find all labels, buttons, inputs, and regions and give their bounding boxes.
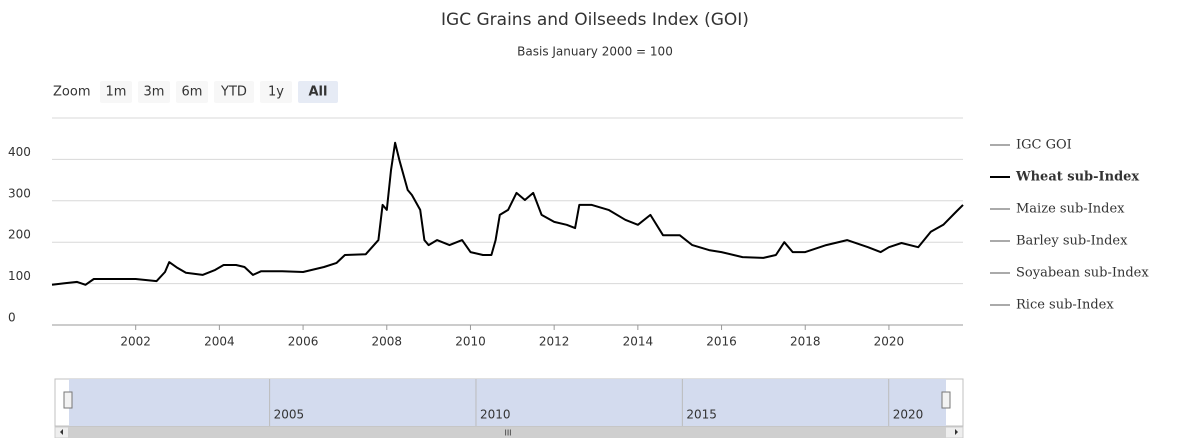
- navigator-tick-label: 2020: [893, 408, 924, 422]
- x-tick-label: 2018: [790, 335, 821, 349]
- legend-label[interactable]: Soyabean sub-Index: [1016, 266, 1149, 281]
- legend-label[interactable]: IGC GOI: [1016, 138, 1072, 153]
- scrollbar-thumb[interactable]: [68, 427, 946, 438]
- navigator-tick-label: 2005: [274, 408, 305, 422]
- zoom-button[interactable]: [214, 81, 254, 103]
- y-tick-label: 400: [8, 145, 31, 159]
- scrollbar-grip: III: [504, 429, 511, 438]
- y-tick-label: 200: [8, 228, 31, 242]
- x-tick-label: 2010: [455, 335, 486, 349]
- zoom-label: Zoom: [53, 85, 90, 100]
- zoom-button[interactable]: [100, 81, 132, 103]
- x-tick-label: 2004: [204, 335, 235, 349]
- chart-subtitle: Basis January 2000 = 100: [517, 45, 673, 59]
- zoom-button-label[interactable]: 3m: [144, 85, 165, 100]
- navigator-selection[interactable]: [69, 379, 946, 426]
- zoom-button[interactable]: [260, 81, 292, 103]
- legend-label[interactable]: Barley sub-Index: [1016, 234, 1128, 249]
- y-tick-label: 0: [8, 311, 16, 325]
- navigator-tick-label: 2015: [686, 408, 717, 422]
- x-tick-label: 2008: [371, 335, 402, 349]
- legend-label[interactable]: Rice sub-Index: [1016, 298, 1114, 313]
- y-tick-label: 300: [8, 186, 31, 200]
- x-tick-label: 2020: [874, 335, 905, 349]
- zoom-button-label[interactable]: 1y: [268, 85, 284, 100]
- scroll-left[interactable]: [60, 429, 63, 435]
- zoom-button[interactable]: [138, 81, 170, 103]
- series-line: [51, 141, 964, 286]
- y-tick-label: 100: [8, 269, 31, 283]
- legend-label[interactable]: Maize sub-Index: [1016, 202, 1125, 217]
- x-tick-label: 2016: [706, 335, 737, 349]
- navigator-handle[interactable]: [941, 391, 951, 409]
- zoom-button-label[interactable]: YTD: [220, 85, 247, 100]
- zoom-button[interactable]: [298, 81, 338, 103]
- navigator-handle[interactable]: [63, 391, 73, 409]
- navigator-tick-label: 2010: [480, 408, 511, 422]
- x-tick-label: 2012: [539, 335, 570, 349]
- legend-label[interactable]: Wheat sub-Index: [1015, 170, 1139, 185]
- x-tick-label: 2002: [120, 335, 151, 349]
- chart-title: IGC Grains and Oilseeds Index (GOI): [441, 10, 749, 30]
- scroll-right[interactable]: [955, 429, 958, 435]
- x-tick-label: 2006: [288, 335, 319, 349]
- x-tick-label: 2014: [623, 335, 654, 349]
- zoom-button-label[interactable]: 1m: [106, 85, 127, 100]
- zoom-button[interactable]: [176, 81, 208, 103]
- zoom-button-label[interactable]: 6m: [182, 85, 203, 100]
- zoom-button-label[interactable]: All: [309, 85, 328, 100]
